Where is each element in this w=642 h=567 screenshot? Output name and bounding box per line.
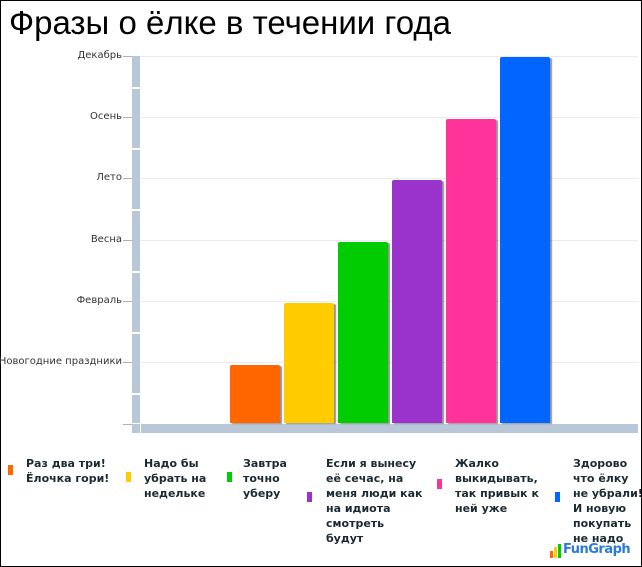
bar-6 bbox=[500, 57, 550, 423]
legend-marker-icon bbox=[227, 472, 232, 482]
y-axis-minor-divider bbox=[132, 148, 140, 150]
logo-bars-icon bbox=[550, 544, 561, 558]
legend-label: Здорово что ёлку не убрали! И новую поку… bbox=[573, 457, 642, 545]
legend-label: Завтра точно уберу bbox=[243, 457, 287, 500]
y-axis-minor-divider bbox=[132, 271, 140, 273]
y-tick bbox=[123, 240, 132, 241]
y-tick bbox=[123, 178, 132, 179]
y-axis-minor-divider bbox=[132, 87, 140, 89]
legend-label: Надо бы убрать на недельке bbox=[144, 457, 207, 500]
gridline bbox=[140, 362, 638, 363]
bar-3 bbox=[338, 242, 388, 423]
legend-label: Жалко выкидывать, так привык к ней уже bbox=[455, 457, 539, 515]
y-axis-minor-divider bbox=[132, 393, 140, 395]
gridline bbox=[140, 117, 638, 118]
y-tick bbox=[123, 362, 132, 363]
fungraph-logo: FunGraph bbox=[550, 540, 631, 558]
bar-1 bbox=[230, 365, 280, 423]
legend-marker-icon bbox=[126, 472, 131, 482]
gridline bbox=[140, 56, 638, 57]
axis-corner bbox=[132, 424, 140, 433]
bar-4 bbox=[392, 180, 442, 423]
gridline bbox=[140, 240, 638, 241]
y-axis-minor-divider bbox=[132, 332, 140, 334]
legend-marker-icon bbox=[307, 492, 312, 502]
legend-marker-icon bbox=[437, 479, 442, 489]
gridline bbox=[140, 301, 638, 302]
y-tick bbox=[123, 301, 132, 302]
legend-marker-icon bbox=[8, 465, 13, 475]
legend-label: Если я вынесу её сечас, на меня люди как… bbox=[326, 457, 423, 545]
y-tick bbox=[123, 117, 132, 118]
y-tick-label: Весна bbox=[90, 234, 122, 245]
gridline bbox=[140, 178, 638, 179]
logo-text: FunGraph bbox=[563, 542, 631, 557]
y-axis-minor-divider bbox=[132, 209, 140, 211]
y-tick-label: Декабрь bbox=[77, 50, 122, 61]
y-tick-label: Февраль bbox=[76, 295, 122, 306]
chart-title: Фразы о ёлке в течении года bbox=[9, 4, 451, 41]
y-axis bbox=[132, 56, 140, 423]
y-tick bbox=[123, 56, 132, 57]
y-tick-baseline bbox=[123, 424, 132, 425]
legend-label: Раз два три! Ёлочка гори! bbox=[26, 457, 110, 485]
x-axis bbox=[141, 424, 638, 433]
y-tick-label: Осень bbox=[90, 111, 122, 122]
legend-marker-icon bbox=[555, 492, 560, 502]
bar-5 bbox=[446, 119, 496, 423]
bar-2 bbox=[284, 303, 334, 423]
y-tick-label: Лето bbox=[96, 172, 122, 183]
y-tick-label: Новогодние праздники bbox=[0, 356, 122, 367]
